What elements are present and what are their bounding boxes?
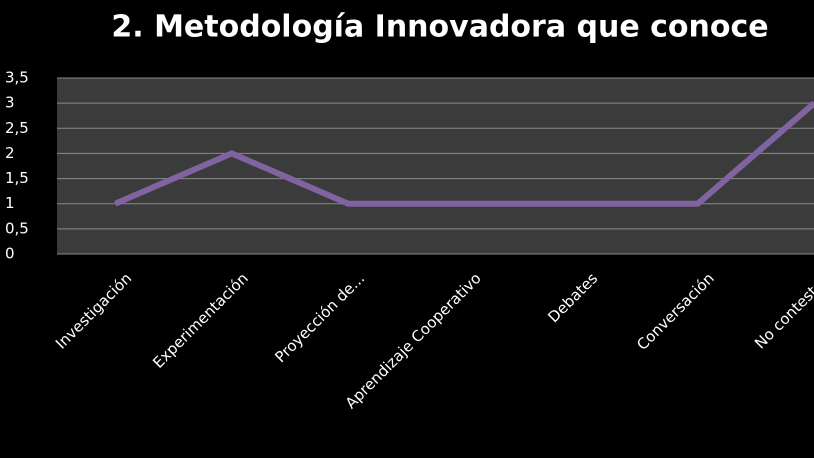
series-line: [114, 100, 814, 207]
plot-area: [57, 78, 814, 254]
y-tick-label: 3: [5, 94, 15, 112]
y-tick-label: 2: [5, 144, 15, 162]
y-tick-label: 3,5: [5, 69, 29, 87]
y-tick-label: 0: [5, 245, 15, 263]
y-tick-label: 2,5: [5, 119, 29, 137]
y-tick-label: 0,5: [5, 219, 29, 237]
y-tick-label: 1,5: [5, 169, 29, 187]
y-tick-label: 1: [5, 194, 15, 212]
chart-title: 2. Metodología Innovadora que conoce: [111, 10, 768, 45]
